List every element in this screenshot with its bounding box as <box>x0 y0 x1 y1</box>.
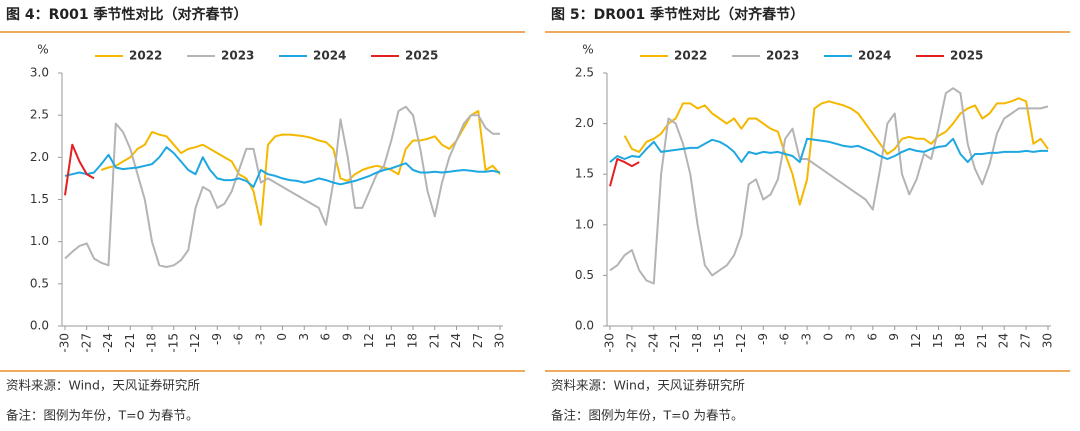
y-unit: % <box>37 43 48 57</box>
x-tick-label: -15 <box>166 333 180 353</box>
y-tick-label: 0.0 <box>575 319 594 333</box>
x-tick-label: 9 <box>887 333 901 341</box>
legend-label: 2023 <box>766 49 799 63</box>
x-tick-label: -12 <box>188 333 202 353</box>
note: 备注：图例为年份，T=0 为春节。 <box>6 408 199 423</box>
x-tick-label: -27 <box>79 333 93 353</box>
x-tick-label: -30 <box>603 333 617 353</box>
y-tick-label: 0.0 <box>30 319 49 333</box>
x-tick-label: -3 <box>800 333 814 345</box>
legend-label: 2023 <box>221 49 254 63</box>
x-tick-label: -18 <box>690 333 704 353</box>
y-tick-label: 0.5 <box>30 276 49 290</box>
series-line <box>64 143 95 196</box>
x-tick-label: -3 <box>253 333 267 345</box>
x-tick-label: -6 <box>778 333 792 345</box>
x-tick-label: -24 <box>646 333 660 353</box>
series-line <box>623 97 1049 206</box>
x-tick-label: -21 <box>668 333 682 353</box>
x-tick-label: -6 <box>232 333 246 345</box>
y-tick-label: 2.0 <box>30 150 49 164</box>
y-tick-label: 2.0 <box>575 116 594 130</box>
legend-label: 2024 <box>313 49 346 63</box>
source: 资料来源：Wind，天风证券研究所 <box>551 378 745 393</box>
x-tick-label: 6 <box>865 333 879 341</box>
x-tick-label: 3 <box>297 333 311 341</box>
x-tick-label: 18 <box>406 333 420 348</box>
x-tick-label: -21 <box>123 333 137 353</box>
y-tick-label: 1.0 <box>575 217 594 231</box>
chart-title: 图 5：DR001 季节性对比（对齐春节） <box>551 6 804 23</box>
x-tick-label: 24 <box>997 333 1011 348</box>
x-tick-label: 9 <box>340 333 354 341</box>
x-tick-label: 30 <box>1041 333 1055 348</box>
series-line <box>64 146 501 188</box>
x-tick-label: 27 <box>471 333 485 348</box>
series-line <box>64 105 500 268</box>
note: 备注：图例为年份，T=0 为春节。 <box>551 408 744 423</box>
x-tick-label: -9 <box>210 333 224 345</box>
y-tick-label: 2.5 <box>575 66 594 80</box>
legend-label: 2022 <box>674 49 707 63</box>
x-tick-label: 18 <box>953 333 967 348</box>
x-tick-label: 30 <box>493 333 507 348</box>
x-tick-label: 0 <box>822 333 836 341</box>
x-tick-label: -24 <box>101 333 115 353</box>
x-tick-label: 3 <box>843 333 857 341</box>
y-tick-label: 3.0 <box>30 66 49 80</box>
series-line <box>609 137 1048 164</box>
legend-label: 2022 <box>129 49 162 63</box>
series-line <box>609 87 1049 285</box>
legend-label: 2025 <box>405 49 438 63</box>
x-tick-label: 27 <box>1019 333 1033 348</box>
x-tick-label: -18 <box>145 333 159 353</box>
y-tick-label: 0.5 <box>575 268 594 282</box>
x-tick-label: 24 <box>449 333 463 348</box>
x-tick-label: -15 <box>712 333 726 353</box>
y-tick-label: 1.5 <box>30 192 49 206</box>
y-tick-label: 2.5 <box>30 108 49 122</box>
x-tick-label: 15 <box>384 333 398 348</box>
x-tick-label: 21 <box>975 333 989 348</box>
x-tick-label: -9 <box>756 333 770 345</box>
x-tick-label: 12 <box>909 333 923 348</box>
y-unit: % <box>582 43 593 57</box>
x-tick-label: 6 <box>319 333 333 341</box>
x-tick-label: -12 <box>734 333 748 353</box>
x-tick-label: 12 <box>362 333 376 348</box>
x-tick-label: -30 <box>58 333 72 353</box>
series-line <box>100 110 501 226</box>
legend-label: 2025 <box>950 49 983 63</box>
chart-title: 图 4：R001 季节性对比（对齐春节） <box>6 6 248 23</box>
legend-label: 2024 <box>858 49 891 63</box>
x-tick-label: 15 <box>931 333 945 348</box>
y-tick-label: 1.5 <box>575 167 594 181</box>
series-line <box>609 158 640 187</box>
source: 资料来源：Wind，天风证券研究所 <box>6 378 200 393</box>
x-tick-label: 0 <box>275 333 289 341</box>
x-tick-label: 21 <box>427 333 441 348</box>
y-tick-label: 1.0 <box>30 234 49 248</box>
x-tick-label: -27 <box>624 333 638 353</box>
